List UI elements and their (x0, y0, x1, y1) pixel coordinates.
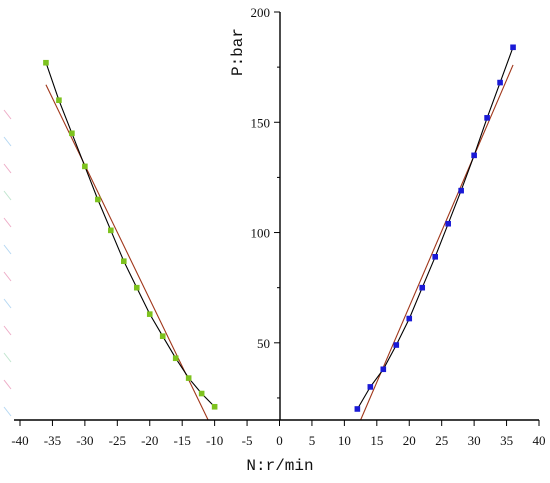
data-point (497, 79, 503, 86)
data-point (198, 390, 205, 397)
axes (14, 12, 539, 421)
scan-artifact (3, 271, 12, 282)
x-tick-label: 10 (338, 433, 351, 448)
y-tick-label: 150 (251, 115, 271, 130)
fit-line (45, 84, 209, 421)
data-point (432, 254, 438, 260)
data-point (159, 333, 166, 339)
data-point (367, 384, 374, 390)
scan-artifacts (3, 109, 12, 417)
data-point (471, 152, 477, 159)
y-tick-label: 100 (251, 226, 271, 241)
x-tick-label: 40 (533, 433, 546, 448)
data-point (56, 97, 62, 104)
scan-artifact (3, 352, 12, 363)
data-point (133, 284, 140, 291)
x-tick-label: -15 (174, 433, 191, 448)
x-tick-label: -40 (11, 433, 28, 448)
scan-artifact (3, 217, 12, 228)
fit-line (360, 64, 514, 421)
data-point (393, 342, 400, 348)
data-point (121, 258, 127, 265)
scan-artifact (3, 163, 12, 174)
scan-artifact (3, 190, 12, 201)
y-tick-label: 200 (251, 5, 271, 20)
data-point (108, 227, 114, 234)
data-point (510, 44, 516, 51)
y-tick-label: 50 (257, 336, 270, 351)
data-point (211, 403, 218, 410)
data-point (43, 59, 49, 66)
x-tick-label: 25 (435, 433, 448, 448)
x-tick-label: 15 (370, 433, 383, 448)
data-point (445, 220, 451, 227)
data-point (172, 355, 179, 362)
fit-lines (45, 64, 514, 421)
x-tick-label: 35 (500, 433, 513, 448)
scan-artifact (3, 325, 12, 336)
y-axis-title: P:bar (229, 28, 247, 76)
x-tick-label: -25 (109, 433, 126, 448)
data-point (95, 196, 101, 203)
data-point (185, 375, 192, 381)
scan-artifact (3, 379, 12, 390)
x-tick-label: -30 (76, 433, 93, 448)
scan-artifact (3, 406, 12, 417)
data-point (146, 311, 153, 317)
x-tick-label: -35 (44, 433, 61, 448)
data-line (356, 47, 514, 410)
data-point (354, 406, 361, 412)
data-point (380, 366, 387, 373)
scan-artifact (3, 136, 12, 147)
scan-artifact (3, 109, 12, 120)
x-tick-label: 5 (309, 433, 316, 448)
data-points (43, 44, 516, 412)
x-tick-label: -20 (141, 433, 158, 448)
data-point (419, 284, 426, 291)
data-point (484, 115, 490, 121)
x-tick-label: 0 (276, 433, 283, 448)
data-point (406, 315, 413, 322)
x-axis-title: N:r/min (246, 457, 313, 475)
data-point (82, 163, 88, 170)
data-line (45, 62, 215, 408)
scan-artifact (3, 244, 12, 255)
scan-artifact (3, 298, 12, 309)
data-point (69, 130, 75, 137)
x-tick-label: -5 (242, 433, 253, 448)
x-tick-label: 30 (468, 433, 481, 448)
x-tick-label: 20 (403, 433, 416, 448)
data-point (458, 187, 464, 194)
x-tick-label: -10 (206, 433, 223, 448)
ticks: -40 -35 -30 -25 -20 -15 -10 -5 0 5 10 15 20 25 30 35 40 5… (11, 5, 545, 448)
